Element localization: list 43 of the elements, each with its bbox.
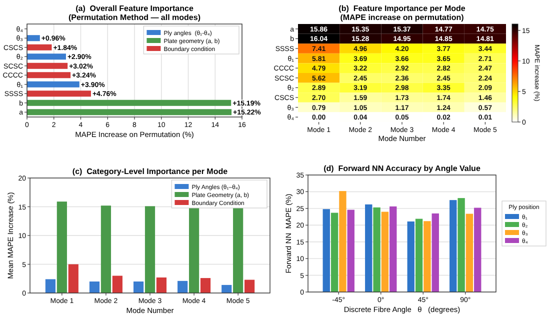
bar	[178, 280, 188, 293]
bar	[458, 198, 465, 292]
chart-title: (a) Overall Feature Importance (Permutation Method — all modes)	[68, 4, 201, 22]
bar	[27, 54, 66, 60]
bar	[27, 90, 91, 97]
bar	[347, 210, 354, 292]
bar	[474, 208, 482, 292]
bar	[365, 204, 372, 292]
bar	[27, 109, 232, 116]
bar	[381, 212, 389, 292]
bar	[432, 213, 439, 292]
bar	[415, 218, 423, 292]
bar	[424, 221, 431, 292]
bar	[244, 280, 255, 293]
bar	[89, 282, 100, 293]
bar	[68, 264, 78, 293]
bar	[144, 206, 156, 293]
bar	[27, 62, 68, 69]
chart-title: (b) Feature Importance per Mode (MAPE increase on permutation)	[338, 4, 466, 22]
bar	[27, 72, 71, 78]
bar	[188, 206, 200, 293]
bar	[407, 221, 414, 292]
bar	[27, 44, 52, 50]
bar	[56, 202, 67, 293]
bar	[133, 282, 144, 293]
bar	[330, 212, 338, 292]
bar	[222, 284, 232, 293]
bar	[390, 206, 397, 292]
chart-title: (c) Category-Level Importance per Mode	[72, 167, 228, 176]
bar	[450, 200, 457, 292]
bar	[339, 191, 346, 292]
bar	[322, 209, 330, 292]
bar	[466, 214, 474, 292]
bar	[373, 207, 380, 292]
bar	[156, 277, 167, 293]
bar	[200, 278, 211, 293]
bar	[27, 81, 80, 88]
chart-title: (d) Forward NN Accuracy by Angle Value	[324, 164, 481, 173]
bar	[100, 206, 112, 293]
bar	[27, 100, 232, 106]
bar	[112, 276, 122, 293]
bar	[27, 35, 40, 42]
bar	[45, 279, 56, 293]
